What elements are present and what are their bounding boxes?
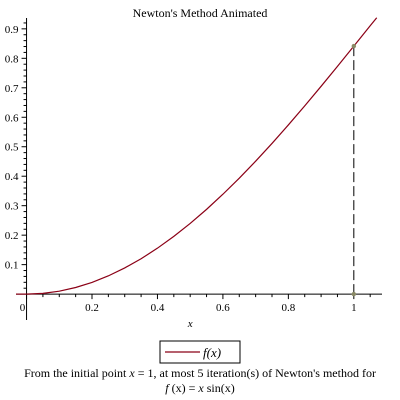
chart: Newton's Method Animated 0 0.2 0.4 0.6 0.8 1 0.… (5, 6, 382, 330)
caption-line-2: f (x) = x sin(x) (165, 381, 235, 395)
y-tick-label: 0.1 (5, 260, 19, 272)
x-axis-label: x (187, 318, 193, 330)
x-tick-label: 0 (20, 302, 26, 314)
x-tick-label: 0.8 (281, 302, 295, 314)
y-tick-label: 0.5 (5, 142, 19, 154)
y-tick-label: 0.6 (5, 112, 19, 124)
x-tick-label: 0.2 (85, 302, 99, 314)
y-tick-label: 0.7 (5, 83, 19, 95)
y-tick-label: 0.8 (5, 53, 19, 65)
caption-line-1: From the initial point x = 1, at most 5 … (24, 366, 376, 380)
series-line-fx (26, 17, 378, 295)
x-tick-label: 1 (351, 302, 357, 314)
x-tick-label: 0.4 (151, 302, 165, 314)
iteration-point-axis (351, 291, 357, 297)
y-tick-label: 0.2 (5, 230, 19, 242)
x-tick-label: 0.6 (216, 302, 230, 314)
y-tick-label: 0.9 (5, 24, 19, 36)
legend: f(x) (159, 340, 241, 364)
chart-title: Newton's Method Animated (133, 6, 268, 20)
y-tick-label: 0.3 (5, 201, 19, 213)
y-tick-label: 0.4 (5, 171, 19, 183)
iteration-point-curve (351, 43, 357, 49)
legend-label: f(x) (203, 345, 221, 360)
